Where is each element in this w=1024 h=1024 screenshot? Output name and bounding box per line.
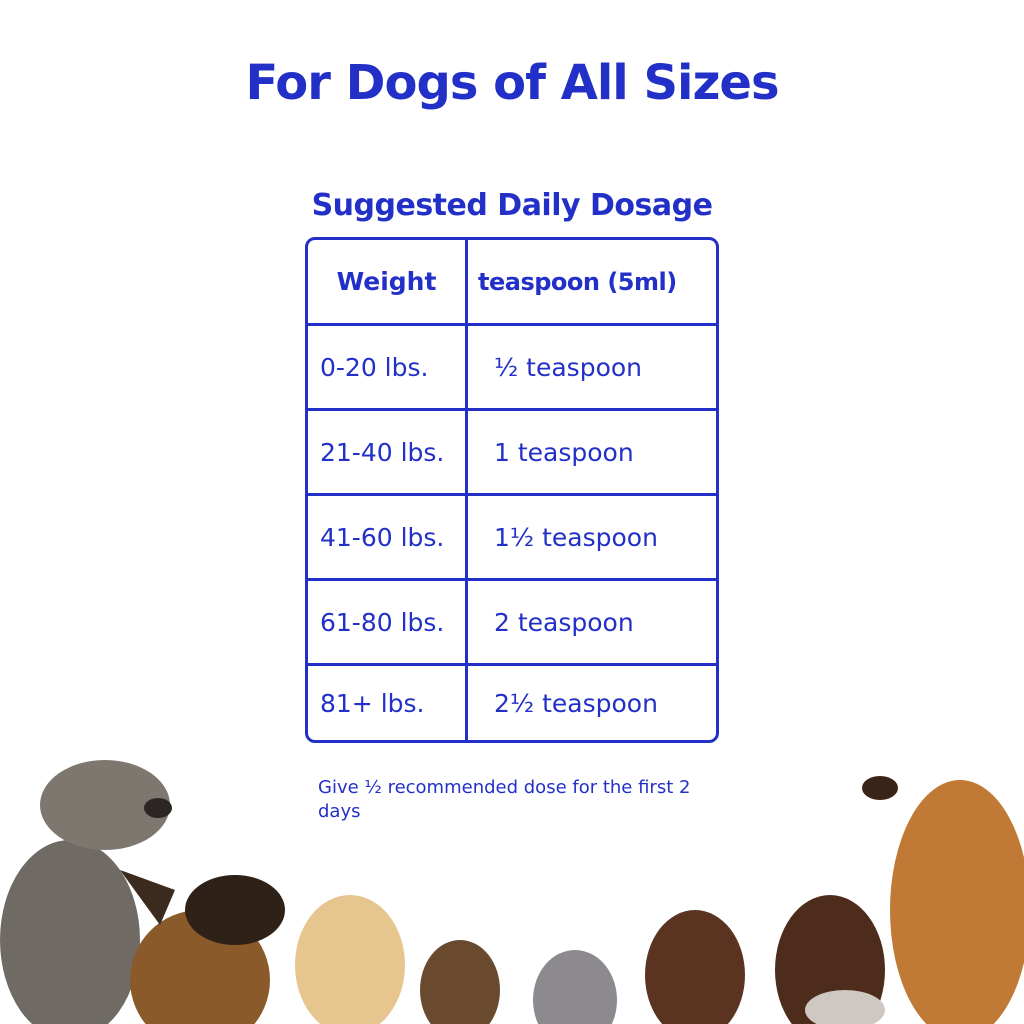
table-row: 61-80 lbs. 2 teaspoon: [308, 578, 716, 663]
spitz-puppy: [533, 950, 617, 1024]
dose-cell: 2 teaspoon: [494, 607, 634, 637]
table-row: 21-40 lbs. 1 teaspoon: [308, 408, 716, 493]
spaniel-puppy: [645, 910, 745, 1024]
dosage-note: Give ½ recommended dose for the first 2 …: [318, 777, 691, 822]
shepherd-dog: [120, 870, 285, 1024]
weight-cell: 81+ lbs.: [308, 666, 468, 740]
doodle-dog: [295, 895, 405, 1024]
dosage-table: Weight teaspoon (5ml) 0-20 lbs. ½ teaspo…: [305, 237, 719, 743]
page-title: For Dogs of All Sizes: [245, 55, 779, 111]
header-teaspoon: teaspoon (5ml): [478, 267, 677, 296]
table-row: 41-60 lbs. 1½ teaspoon: [308, 493, 716, 578]
brindle-puppy: [420, 940, 500, 1024]
wolfhound-dog: [0, 760, 172, 1024]
weight-cell: 21-40 lbs.: [308, 411, 468, 493]
table-row: 0-20 lbs. ½ teaspoon: [308, 323, 716, 408]
table-header-row: Weight teaspoon (5ml): [308, 240, 716, 323]
weight-cell: 61-80 lbs.: [308, 581, 468, 663]
dose-cell: 1 teaspoon: [494, 437, 634, 467]
pointer-dog: [775, 895, 885, 1024]
dose-cell: ½ teaspoon: [494, 352, 643, 382]
dogs-photo: [0, 760, 1024, 1024]
dose-cell: 1½ teaspoon: [494, 522, 658, 552]
table-row: 81+ lbs. 2½ teaspoon: [308, 663, 716, 740]
weight-cell: 0-20 lbs.: [308, 326, 468, 408]
table-title: Suggested Daily Dosage: [311, 188, 713, 223]
header-weight: Weight: [308, 240, 468, 323]
dose-cell: 2½ teaspoon: [494, 688, 658, 718]
weight-cell: 41-60 lbs.: [308, 496, 468, 578]
bloodhound-dog: [862, 776, 1024, 1024]
